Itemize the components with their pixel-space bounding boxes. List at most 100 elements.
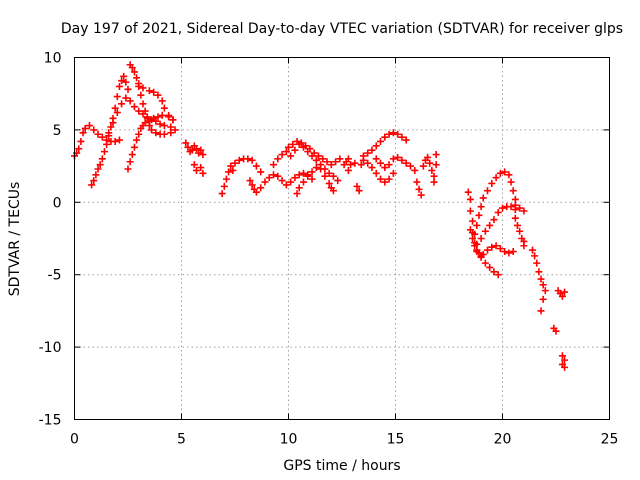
data-point (282, 181, 290, 189)
data-point (145, 122, 153, 130)
data-point (109, 119, 117, 127)
data-point (291, 146, 299, 154)
data-point (368, 146, 376, 154)
series-arc-d (124, 111, 177, 173)
series-arc-b (88, 72, 132, 189)
data-point (107, 123, 115, 131)
data-point (199, 169, 207, 177)
data-point (90, 177, 98, 185)
data-point (336, 155, 344, 163)
data-point (541, 287, 549, 295)
data-point (537, 307, 545, 315)
data-point (171, 126, 179, 134)
y-tick-label: 5 (53, 123, 62, 139)
x-tick-label: 20 (494, 432, 512, 448)
data-point (473, 221, 481, 229)
data-point (184, 143, 192, 151)
data-point (484, 246, 492, 254)
data-point (124, 165, 132, 173)
data-point (310, 149, 318, 157)
data-point (385, 130, 393, 138)
data-point (293, 137, 301, 145)
data-point (299, 169, 307, 177)
data-point (285, 143, 292, 151)
data-point (265, 174, 273, 182)
data-point (323, 158, 331, 166)
data-point (85, 122, 93, 130)
data-point (150, 114, 158, 122)
data-point (406, 162, 414, 170)
y-tick-label: -10 (39, 340, 62, 356)
data-point (293, 190, 301, 198)
data-point (156, 120, 164, 128)
data-point (137, 91, 145, 99)
data-point (77, 137, 85, 145)
plot-frame (74, 57, 610, 420)
data-point (509, 187, 517, 195)
data-point (100, 148, 108, 156)
data-point (490, 216, 498, 224)
data-point (424, 153, 432, 161)
data-point (419, 162, 427, 170)
data-point (130, 68, 138, 76)
axis-ticks (74, 57, 610, 420)
data-point (505, 171, 513, 179)
data-point (304, 172, 312, 180)
data-point (118, 77, 126, 85)
data-point (139, 84, 147, 92)
data-point (389, 169, 397, 177)
data-point (257, 184, 265, 192)
data-point (192, 166, 200, 174)
data-point (537, 275, 545, 283)
x-tick-label: 15 (387, 432, 405, 448)
data-point (511, 201, 519, 209)
data-point (475, 211, 483, 219)
data-point (252, 188, 260, 196)
data-point (415, 185, 423, 193)
data-point (115, 136, 123, 144)
data-point (88, 181, 96, 189)
x-tick-label: 10 (280, 432, 298, 448)
data-point (494, 271, 502, 279)
data-point (270, 161, 278, 169)
data-point (130, 143, 138, 151)
data-point (81, 124, 89, 132)
data-point (111, 137, 119, 145)
data-point (428, 166, 436, 174)
data-point (364, 149, 372, 157)
data-point (128, 151, 136, 159)
series-arc-g (182, 139, 207, 177)
data-point (385, 175, 393, 183)
data-point (139, 100, 147, 108)
data-point (278, 177, 286, 185)
data-point (319, 155, 327, 163)
y-axis-label: SDTVAR / TECUs (7, 182, 23, 297)
data-point (496, 245, 504, 253)
data-point (128, 64, 136, 72)
data-point (486, 221, 494, 229)
series-arc-t (473, 201, 528, 248)
data-point (308, 168, 316, 176)
y-tick-labels: -15 -10 -5 0 5 10 (39, 51, 62, 429)
data-point (481, 227, 489, 235)
data-point (188, 146, 196, 154)
data-point (411, 166, 419, 174)
data-point (385, 161, 393, 169)
data-point (520, 242, 528, 250)
data-point (344, 166, 352, 174)
data-point (486, 263, 494, 271)
data-point (287, 152, 295, 160)
data-point (261, 178, 269, 186)
y-tick-label: 0 (53, 195, 62, 211)
data-point (75, 145, 83, 153)
data-point (501, 248, 509, 256)
data-point (248, 181, 256, 189)
data-point (539, 295, 547, 303)
data-point (469, 235, 477, 242)
data-point (535, 268, 543, 276)
series-arc-n (359, 129, 410, 160)
data-point (235, 156, 243, 164)
data-point (329, 172, 337, 180)
data-point (364, 159, 372, 167)
series-arc-a (71, 122, 123, 160)
